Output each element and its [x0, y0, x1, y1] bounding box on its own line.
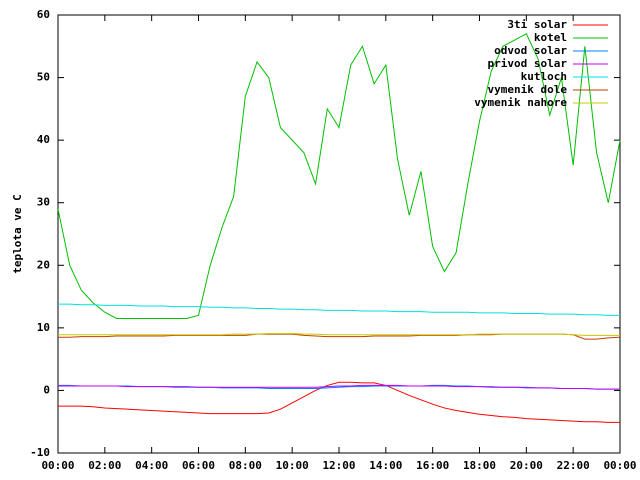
x-tick-label: 22:00: [557, 459, 590, 472]
legend-label: privod solar: [488, 57, 568, 70]
x-tick-label: 02:00: [88, 459, 121, 472]
x-tick-label: 12:00: [322, 459, 355, 472]
legend-label: vymenik nahore: [474, 96, 567, 109]
y-tick-label: 10: [37, 321, 50, 334]
x-tick-label: 08:00: [229, 459, 262, 472]
y-tick-label: 20: [37, 258, 50, 271]
series-line: [58, 384, 620, 390]
legend-label: 3ti solar: [507, 18, 567, 31]
series-line: [58, 303, 620, 316]
x-tick-label: 14:00: [369, 459, 402, 472]
x-tick-label: 00:00: [603, 459, 636, 472]
x-tick-label: 10:00: [276, 459, 309, 472]
x-tick-label: 06:00: [182, 459, 215, 472]
legend-label: kutloch: [521, 70, 567, 83]
x-tick-label: 18:00: [463, 459, 496, 472]
legend-label: kotel: [534, 31, 567, 44]
y-tick-label: -10: [30, 446, 50, 459]
series-line: [58, 332, 620, 336]
y-tick-label: 30: [37, 196, 50, 209]
legend-label: vymenik dole: [488, 83, 568, 96]
y-tick-label: 50: [37, 71, 50, 84]
x-tick-label: 16:00: [416, 459, 449, 472]
x-tick-label: 04:00: [135, 459, 168, 472]
series-line: [58, 381, 620, 423]
y-axis-label: teplota ve C: [11, 194, 24, 273]
series-line: [57, 33, 621, 319]
legend-label: odvod solar: [494, 44, 567, 57]
y-tick-label: 60: [37, 8, 50, 21]
x-tick-label: 20:00: [510, 459, 543, 472]
x-tick-label: 00:00: [41, 459, 74, 472]
y-tick-label: 0: [43, 383, 50, 396]
y-tick-label: 40: [37, 133, 50, 146]
